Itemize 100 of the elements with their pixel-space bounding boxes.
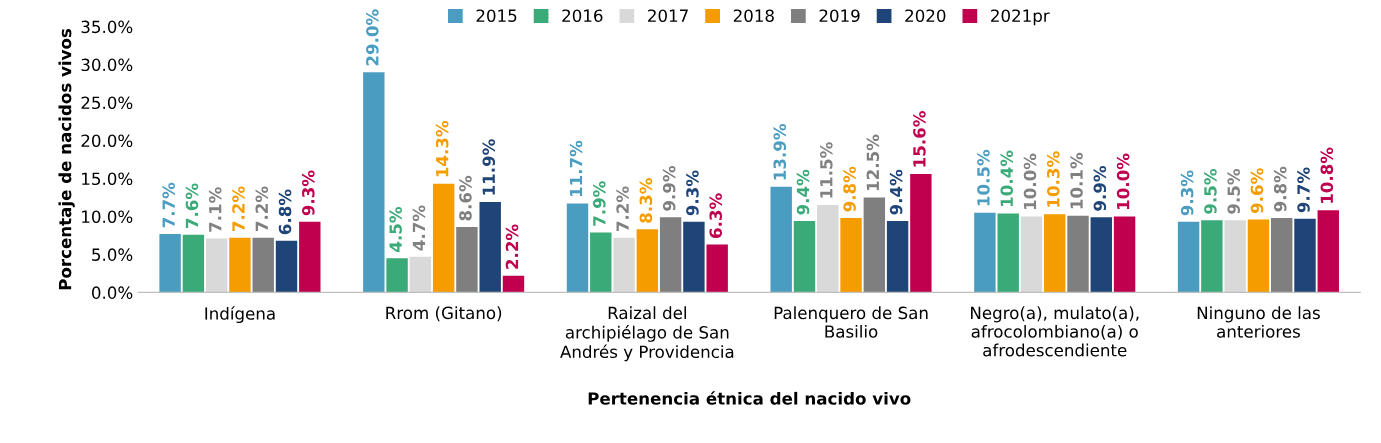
data-label: 9.8% [843,166,856,212]
x-tick-label: Indígena [205,306,275,324]
bar [275,240,298,293]
bar [840,217,862,293]
bar [590,232,612,293]
bar [659,217,682,293]
bar [613,237,635,293]
legend-label: 2016 [562,9,603,22]
bar [1090,217,1113,293]
bar [817,205,839,293]
data-label: 9.5% [1204,168,1217,214]
data-label: 10.0% [1116,153,1130,209]
data-label: 10.8% [1320,147,1334,203]
data-label: 7.1% [208,187,222,232]
bar [863,197,886,293]
data-label: 7.9% [593,181,606,226]
data-label: 13.9% [773,123,787,180]
bar [1067,215,1089,293]
data-label: 4.7% [412,205,426,251]
bar [205,238,228,293]
x-tick-label: Palenquero de San Basilio [774,306,928,338]
y-tick-label: 15.0% [82,172,133,186]
bar [409,256,432,293]
legend-label: 2020 [905,9,946,22]
data-label: 9.3% [686,170,699,216]
data-label: 10.3% [1046,151,1060,207]
data-label: 9.8% [1273,166,1287,212]
bar [1020,216,1043,293]
data-label: 7.2% [616,186,629,232]
data-label: 9.4% [796,169,810,215]
bar [706,244,728,293]
bar [1113,216,1136,293]
bar [566,203,589,293]
legend-label: 2018 [733,9,774,22]
data-label: 9.4% [889,169,903,215]
y-axis-title: Porcentaje de nacidos vivos [58,28,75,290]
data-label: 9.9% [662,165,676,211]
bar [1224,220,1246,293]
data-label: 7.7% [162,182,175,228]
data-label: 12.5% [866,134,880,191]
bar [1201,220,1223,293]
bar [1177,221,1200,293]
legend-label: 2015 [476,9,517,22]
legend-label: 2021pr [991,9,1050,26]
bar [479,202,501,293]
bar [636,229,659,293]
bar [252,237,274,293]
data-label: 15.6% [913,111,926,167]
bar [1271,217,1293,293]
data-label: 8.3% [639,178,653,223]
x-tick-label: Rrom (Gitano) [386,306,502,322]
legend-label: 2019 [819,9,860,22]
x-tick-label: Raizal del archipiélago de San Andrés y Providencia [560,306,734,362]
y-tick-label: 10.0% [82,210,133,224]
data-label: 11.5% [819,142,833,198]
x-tick-label: Ninguno de las anteriores [1197,306,1320,338]
bar [1317,210,1339,293]
data-label: 29.0% [366,9,379,66]
data-label: 9.3% [302,170,315,216]
data-label: 11.7% [569,140,583,197]
data-label: 10.4% [1000,150,1014,206]
y-tick-label: 20.0% [81,134,133,148]
bar [182,234,205,293]
y-tick-label: 0.0% [92,286,133,299]
y-tick-label: 30.0% [81,58,133,72]
data-label: 10.0% [1023,153,1037,209]
data-label: 9.6% [1250,168,1264,214]
data-label: 7.6% [185,183,199,228]
bar [1247,219,1270,293]
legend-label: 2017 [648,9,688,22]
data-label: 6.3% [709,193,723,238]
x-tick-label: Negro(a), mulato(a), afrocolombiano(a) o afrodescendiente [971,306,1139,357]
y-tick-label: 35.0% [81,20,133,34]
bar [299,221,321,293]
bar [502,275,525,293]
data-label: 4.5% [389,206,402,252]
data-label: 7.2% [232,186,245,232]
bar [363,72,385,293]
data-label: 2.2% [505,224,519,269]
bar [1044,214,1066,293]
bar [159,233,181,293]
bar [1294,218,1316,293]
bar [683,221,705,293]
x-axis-title: Pertenencia étnica del nacido vivo [588,391,911,405]
bar [793,220,816,293]
data-label: 6.8% [278,189,292,235]
data-label: 11.9% [482,139,496,195]
data-label: 9.3% [1180,170,1194,216]
bar [432,183,455,293]
bar [910,173,932,293]
bar [997,213,1019,293]
bar [386,258,408,293]
data-label: 9.5% [1227,168,1240,214]
bar [229,237,251,293]
data-label: 9.7% [1297,167,1310,213]
data-label: 14.3% [435,120,449,177]
bar [770,186,792,293]
data-label: 10.1% [1070,152,1083,209]
data-label: 8.6% [459,175,472,221]
bar [886,220,909,293]
